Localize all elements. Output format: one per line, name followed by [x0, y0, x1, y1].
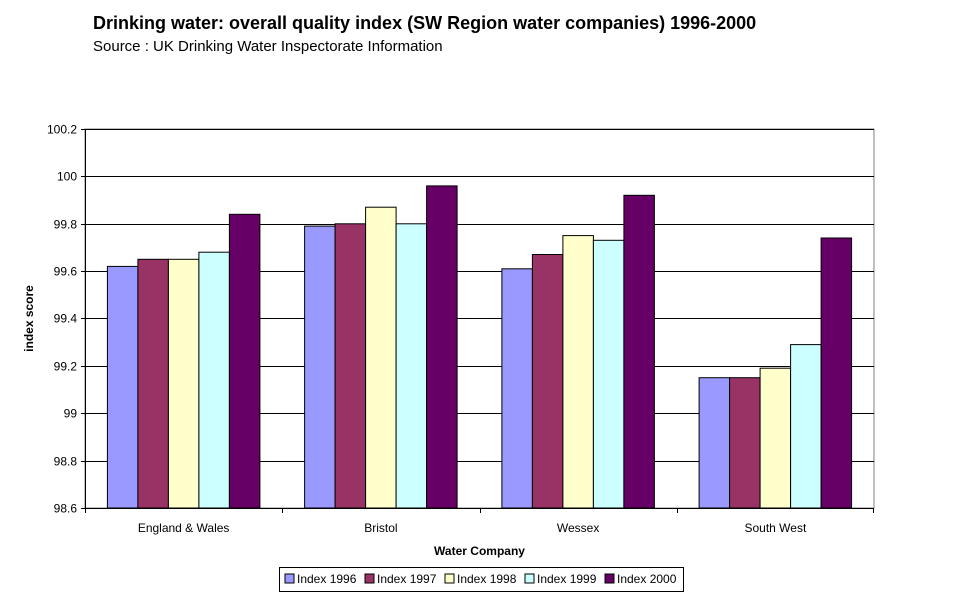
legend-swatch: [524, 573, 535, 584]
bar: [698, 377, 731, 509]
bar: [501, 268, 533, 509]
y-tick-label: 98.8: [54, 455, 78, 469]
legend-swatch: [604, 573, 615, 584]
bar: [790, 344, 822, 509]
chart-subtitle: Source : UK Drinking Water Inspectorate …: [93, 38, 443, 55]
y-tick-label: 99.4: [54, 312, 78, 326]
bar: [304, 225, 336, 509]
bar: [228, 213, 261, 509]
y-axis-label: index score: [22, 285, 36, 352]
x-axis-label: Water Company: [434, 544, 525, 558]
bar: [167, 258, 200, 509]
bar: [729, 377, 761, 509]
bar: [426, 185, 458, 509]
bar: [820, 237, 853, 509]
x-tick-label: Bristol: [364, 521, 397, 535]
bar: [365, 206, 397, 509]
x-tick-label: England & Wales: [138, 521, 230, 535]
bar: [592, 239, 625, 509]
legend-swatch: [284, 573, 295, 584]
bar: [623, 194, 655, 509]
bar: [395, 223, 428, 509]
legend-label: Index 1997: [377, 572, 437, 586]
legend-label: Index 1999: [537, 572, 597, 586]
y-tick-label: 100.2: [47, 123, 77, 137]
x-tick-label: South West: [744, 521, 806, 535]
bar: [106, 265, 139, 509]
y-tick-label: 98.6: [54, 502, 78, 516]
legend-swatch: [444, 573, 455, 584]
y-tick-label: 99: [64, 407, 78, 421]
legend-swatch: [364, 573, 375, 584]
legend-label: Index 2000: [617, 572, 677, 586]
y-tick-label: 99.2: [54, 360, 78, 374]
legend: [279, 567, 684, 592]
legend-label: Index 1996: [297, 572, 357, 586]
bar: [531, 254, 564, 509]
x-tick-label: Wessex: [557, 521, 599, 535]
bar: [759, 367, 792, 509]
y-tick-label: 99.8: [54, 218, 78, 232]
bar: [198, 251, 230, 509]
chart-title: Drinking water: overall quality index (S…: [93, 13, 757, 33]
bar: [334, 223, 367, 509]
y-tick-label: 99.6: [54, 265, 78, 279]
legend-label: Index 1998: [457, 572, 517, 586]
bar: [562, 235, 594, 509]
y-tick-label: 100: [57, 170, 77, 184]
bar: [137, 258, 169, 509]
